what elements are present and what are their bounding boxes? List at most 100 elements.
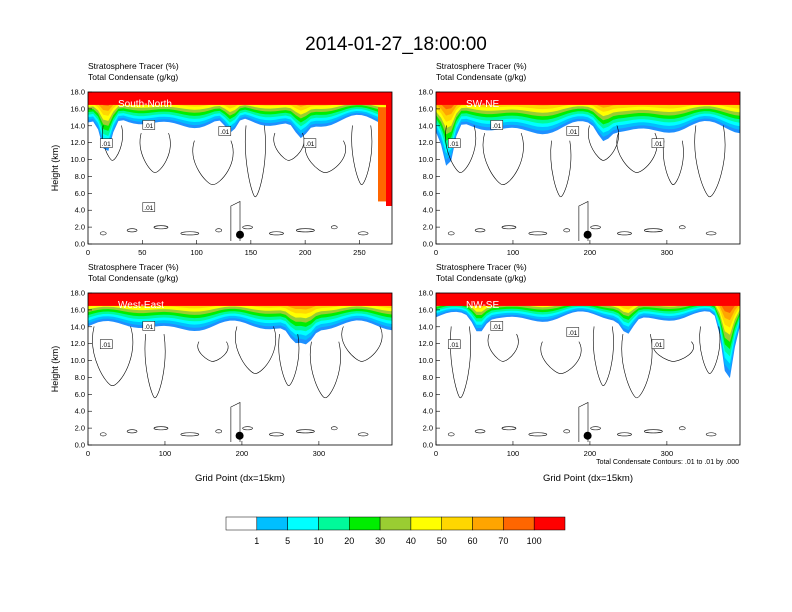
x-tick-label: 100 <box>507 449 520 458</box>
location-marker <box>236 230 244 239</box>
colorbar-label: 70 <box>498 536 508 546</box>
y-tick-label: 12.0 <box>418 339 433 348</box>
axes: 0 100 200 300 0.0 2.0 4.0 6.0 8.0 10.0 12.0 14.0 16.… <box>70 289 325 459</box>
contour-label: .01 <box>102 342 111 349</box>
x-tick-label: 200 <box>236 449 249 458</box>
y-tick-label: 4.0 <box>75 407 85 416</box>
contour-line <box>590 426 601 431</box>
contour-label: .01 <box>450 342 459 349</box>
y-tick-label: 2.0 <box>75 223 85 232</box>
contour-line <box>273 132 305 161</box>
panel-header-tracer: Stratosphere Tracer (%) <box>88 262 179 272</box>
x-tick-label: 50 <box>138 248 146 257</box>
contour-label-box <box>566 126 580 136</box>
contour-line <box>99 432 107 437</box>
contour-line <box>447 231 455 236</box>
y-tick-label: 12.0 <box>70 339 85 348</box>
y-tick-label: 6.0 <box>75 189 85 198</box>
contour-label: .01 <box>144 205 153 212</box>
panel-sw-ne: Stratosphere Tracer (%)Total Condensate … <box>418 61 741 258</box>
colorbar-swatch <box>410 516 442 531</box>
panel-header-condensate: Total Condensate (g/kg) <box>88 72 178 82</box>
y-tick-label: 0.0 <box>423 240 433 249</box>
contour-line <box>653 341 694 362</box>
panel-label: SW-NE <box>466 99 499 110</box>
y-tick-label: 0.0 <box>423 441 433 450</box>
y-tick-label: 18.0 <box>70 289 85 298</box>
x-tick-label: 200 <box>299 248 312 257</box>
contour-line <box>644 228 663 233</box>
contour-line <box>616 132 658 173</box>
contour-line <box>126 429 138 434</box>
panel-header-condensate: Total Condensate (g/kg) <box>88 273 178 283</box>
contour-line <box>705 231 717 236</box>
contour-line <box>501 225 517 230</box>
y-tick-label: 2.0 <box>423 223 433 232</box>
x-tick-label: 100 <box>159 449 172 458</box>
y-tick-label: 0.0 <box>75 240 85 249</box>
plot-frame <box>435 91 741 245</box>
contour-line <box>563 228 571 233</box>
y-tick-label: 4.0 <box>75 206 85 215</box>
contour-line <box>296 228 315 233</box>
panel-header-tracer: Stratosphere Tracer (%) <box>436 61 527 71</box>
panel-south-north: Stratosphere Tracer (%)Total Condensate … <box>50 61 393 257</box>
y-tick-label: 16.0 <box>418 104 433 113</box>
panel-label: West-East <box>118 300 164 311</box>
contour-line <box>699 326 721 374</box>
contour-label: .01 <box>305 141 314 148</box>
y-tick-label: 10.0 <box>70 356 85 365</box>
contour-label-box <box>303 138 317 148</box>
contour-line <box>242 426 253 431</box>
colorbar-swatch <box>349 516 381 531</box>
colorbar-swatch <box>441 516 473 531</box>
contour-line <box>450 326 471 399</box>
contour-note: Total Condensate Contours: .01 to .01 by… <box>596 459 739 466</box>
plot-frame <box>435 292 741 446</box>
contour-label-box <box>651 339 665 349</box>
y-tick-label: 12.0 <box>418 138 433 147</box>
figure-title: 2014-01-27_18:00:00 <box>305 34 487 55</box>
x-axis-label: Grid Point (dx=15km) <box>195 473 285 484</box>
x-tick-label: 250 <box>353 248 366 257</box>
x-axis-label: Grid Point (dx=15km) <box>543 473 633 484</box>
contour-line <box>245 125 266 198</box>
contour-line <box>563 429 571 434</box>
x-tick-label: 100 <box>507 248 520 257</box>
contour-line <box>144 333 166 399</box>
contour-line <box>197 341 229 362</box>
colorbar-swatch <box>287 516 319 531</box>
y-tick-label: 10.0 <box>418 155 433 164</box>
x-tick-label: 0 <box>434 449 438 458</box>
contour-line <box>445 125 476 173</box>
panel-header-condensate: Total Condensate (g/kg) <box>436 72 526 82</box>
contour-label-box <box>218 126 232 136</box>
axes: 0 100 200 300 0.0 2.0 4.0 6.0 8.0 10.0 12.0 14.0 16.… <box>418 289 673 459</box>
y-tick-label: 10.0 <box>70 155 85 164</box>
panel-nw-se: Stratosphere Tracer (%)Total Condensate … <box>418 262 741 484</box>
x-tick-label: 200 <box>584 449 597 458</box>
tracer-band-top <box>436 293 740 306</box>
axes: 0 100 200 300 0.0 2.0 4.0 6.0 8.0 10.0 12.0 14.0 16.… <box>418 88 673 258</box>
condensate-contours <box>99 125 373 241</box>
contour-line <box>230 401 241 442</box>
y-tick-label: 16.0 <box>70 104 85 113</box>
contour-line <box>235 326 276 374</box>
contour-label-box <box>651 138 665 148</box>
location-marker <box>235 431 244 440</box>
contour-line <box>92 326 134 387</box>
panel-label: NW-SE <box>466 300 499 311</box>
contour-line <box>215 429 223 434</box>
contour-label: .01 <box>653 342 662 349</box>
y-tick-label: 8.0 <box>75 373 85 382</box>
colorbar-swatch <box>379 516 412 531</box>
contour-label: .01 <box>144 324 153 331</box>
contour-line <box>621 333 653 399</box>
contour-line <box>242 225 253 230</box>
y-tick-label: 4.0 <box>423 206 433 215</box>
panel-west-east: Stratosphere Tracer (%)Total Condensate … <box>50 262 393 484</box>
contour-line <box>528 432 548 437</box>
y-tick-label: 10.0 <box>418 356 433 365</box>
x-tick-label: 200 <box>584 248 597 257</box>
